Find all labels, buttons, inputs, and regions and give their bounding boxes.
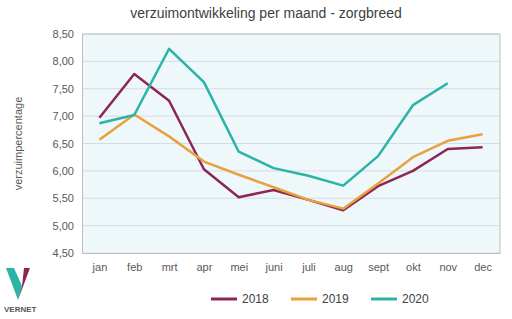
x-tick: sept [368, 253, 389, 273]
legend: 2018 2019 2020 [211, 292, 429, 306]
plot: 4,50 5,00 5,50 6,00 6,50 7,00 7,50 8,00 8,50 jan f… [53, 28, 501, 273]
y-tick: 7,50 [53, 83, 82, 95]
y-tick-label: 5,50 [53, 192, 74, 204]
grid-line [82, 198, 500, 199]
chart-svg: verzuimontwikkeling per maand - zorgbree… [0, 0, 512, 319]
y-tick: 4,50 [53, 247, 82, 259]
x-axis: jan feb mrt apr mei juni juli aug sept okt nov dec [83, 253, 501, 273]
logo-text: VERNET [4, 305, 37, 314]
y-tick: 7,00 [53, 110, 82, 122]
x-axis-line [83, 253, 501, 254]
x-tick: mrt [162, 253, 178, 273]
y-tick-label: 6,50 [53, 138, 74, 150]
x-tick: okt [406, 253, 421, 273]
x-tick: mei [230, 253, 248, 273]
x-tick-label: mei [230, 261, 248, 273]
grid-line [82, 61, 500, 62]
x-tick-label: apr [196, 261, 212, 273]
x-tick-label: feb [127, 261, 142, 273]
grid-line [82, 34, 500, 35]
legend-swatch [211, 298, 237, 301]
title: verzuimontwikkeling per maand - zorgbree… [130, 5, 402, 21]
x-tick: juli [301, 253, 315, 273]
series-line [99, 74, 482, 210]
y-tick-label: 7,00 [53, 110, 74, 122]
x-tick: dec [474, 253, 492, 273]
x-tick-label: dec [474, 261, 492, 273]
x-tick: juni [265, 253, 283, 273]
x-tick: jan [92, 253, 108, 273]
x-tick: apr [196, 253, 212, 273]
plot-frame [82, 34, 500, 35]
y-axis-title: verzuimpercentage [12, 97, 24, 191]
y-tick: 6,50 [53, 138, 82, 150]
grid-line [82, 253, 500, 254]
grid-line [82, 143, 500, 144]
y-tick: 5,50 [53, 192, 82, 204]
y-axis: 4,50 5,00 5,50 6,00 6,50 7,00 7,50 8,00 8,50 [53, 28, 83, 259]
x-tick-label: juni [265, 261, 283, 273]
y-tick-label: 7,50 [53, 83, 74, 95]
x-tick-label: sept [368, 261, 389, 273]
plot-frame [500, 34, 501, 253]
series-lines [99, 49, 482, 211]
x-tick-label: mrt [162, 261, 178, 273]
x-tick: aug [335, 253, 353, 273]
y-tick-label: 8,00 [53, 55, 74, 67]
grid [82, 34, 500, 253]
x-tick-label: okt [406, 261, 421, 273]
y-tick: 8,00 [53, 55, 82, 67]
y-tick-label: 5,00 [53, 220, 74, 232]
y-tick: 6,00 [53, 165, 82, 177]
x-tick-label: juli [301, 261, 315, 273]
series-line [99, 114, 482, 208]
legend-label: 2019 [322, 292, 349, 306]
y-tick: 8,50 [53, 28, 82, 40]
logo-shape [18, 268, 30, 300]
x-tick-label: aug [335, 261, 353, 273]
y-tick: 5,00 [53, 220, 82, 232]
legend-label: 2020 [402, 292, 429, 306]
series-line [99, 49, 447, 186]
legend-swatch [371, 298, 397, 301]
logo: VERNET [4, 268, 37, 314]
background [0, 0, 512, 319]
chart-container: verzuimontwikkeling per maand - zorgbree… [0, 0, 512, 319]
grid-line [82, 116, 500, 117]
x-tick: nov [439, 253, 457, 273]
y-tick-label: 8,50 [53, 28, 74, 40]
x-tick-label: nov [439, 261, 457, 273]
plot-background [82, 34, 500, 253]
x-tick-label: jan [92, 261, 108, 273]
grid-line [82, 225, 500, 226]
y-tick-label: 6,00 [53, 165, 74, 177]
y-tick-label: 4,50 [53, 247, 74, 259]
legend-swatch [291, 298, 317, 301]
legend-label: 2018 [242, 292, 269, 306]
y-axis-line [82, 35, 83, 254]
x-tick: feb [127, 253, 142, 273]
